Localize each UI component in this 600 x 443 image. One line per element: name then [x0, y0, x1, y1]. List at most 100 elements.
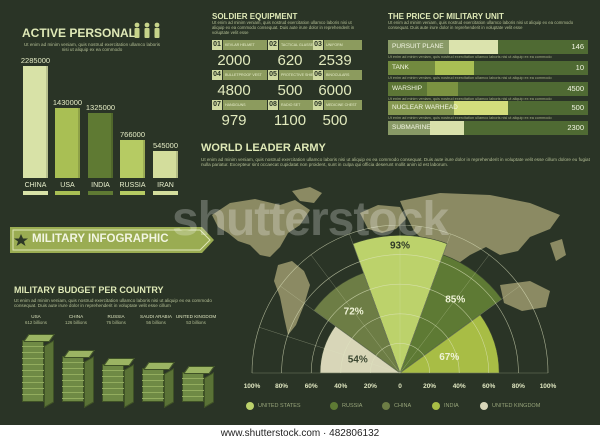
bar-value: 1430000 — [52, 98, 83, 107]
soldier-equipment-title: SOLDIER EQUIPMENT — [212, 12, 298, 21]
money-stack-line — [102, 382, 124, 383]
money-stack-side — [124, 364, 134, 408]
bar-value: 545000 — [152, 141, 179, 150]
segment-label: 85% — [445, 295, 465, 306]
radial-spoke — [399, 233, 451, 374]
budget-amount: 53 billions — [186, 320, 206, 325]
legend-label: RUSSIA — [342, 403, 363, 409]
price-label-bg — [388, 121, 430, 135]
watermark: shutterstock — [171, 193, 449, 246]
money-stack-front — [182, 372, 204, 402]
equipment-name: BULLETPROOF VEST — [223, 70, 267, 80]
axis-tick: 20% — [364, 383, 377, 390]
bar-value: 2285000 — [20, 56, 51, 65]
price-separator-text: Ut enim ad minim veniam, quis nostrud ex… — [388, 55, 552, 59]
budget-country: RUSSIA — [107, 314, 125, 319]
legend-label: UNITED STATES — [258, 403, 301, 409]
equipment-name: HANDGUNS — [223, 100, 267, 110]
price-row: TANK 10 — [388, 61, 588, 75]
legend-dot — [480, 402, 488, 410]
footer: www.shutterstock.com · 482806132 — [0, 425, 600, 443]
price-value: 10 — [575, 63, 584, 72]
equipment-value: 620 — [277, 52, 303, 69]
segment-label: 54% — [348, 354, 368, 365]
bar-value: 766000 — [119, 130, 146, 139]
equipment-name: MEDICINE CHEST — [324, 100, 362, 110]
budget-amount: 76 billions — [106, 320, 126, 325]
equipment-name: PROTECTIVE SHIELDS — [279, 70, 317, 80]
price-name: SUBMARINE — [392, 124, 431, 131]
bar-shade — [111, 113, 113, 178]
price-name: PURSUIT PLANE — [392, 43, 444, 50]
money-stack-line — [22, 394, 44, 395]
equipment-number: 06 — [313, 70, 323, 80]
legend-label: UNITED KINGDOM — [492, 403, 541, 409]
budget-title: MILITARY BUDGET PER COUNTRY — [14, 285, 164, 295]
soldiers-icon — [134, 22, 160, 38]
money-stack-line — [22, 358, 44, 359]
budget-text: Ut enim ad minim veniam, quis nostrud ex… — [14, 298, 212, 309]
money-stack-side — [204, 372, 214, 408]
money-stack-top — [143, 362, 175, 370]
price-name: WARSHIP — [392, 85, 423, 92]
price-separator-text: Ut enim ad minim veniam, quis nostrud ex… — [388, 116, 552, 120]
bar-country: CHINA — [24, 182, 47, 189]
money-stack-line — [62, 392, 84, 393]
bar — [55, 108, 80, 178]
money-stack-top — [23, 334, 55, 342]
equipment-name: TACTICAL GLASSES — [279, 40, 317, 50]
price-name: NUCLEAR WARHEAD — [392, 104, 458, 111]
equipment-value: 4800 — [217, 82, 251, 99]
price-name: TANK — [392, 64, 409, 71]
money-stack-line — [182, 378, 204, 379]
money-stack-line — [182, 396, 204, 397]
equipment-value: 500 — [322, 112, 348, 129]
money-stack-line — [22, 364, 44, 365]
money-stack-side — [44, 340, 54, 408]
price-label-bg — [388, 61, 435, 75]
radial-spoke — [399, 285, 520, 374]
money-stack-line — [22, 376, 44, 377]
equipment-value: 1100 — [273, 112, 307, 129]
axis-tick: 40% — [334, 383, 347, 390]
budget-amount: 126 billions — [65, 320, 87, 325]
equipment-number: 03 — [313, 40, 323, 50]
money-stack-line — [62, 368, 84, 369]
radial-spoke — [399, 254, 490, 374]
legend-label: INDIA — [444, 403, 459, 409]
price-value: 146 — [571, 42, 584, 51]
bar-underline — [153, 191, 178, 195]
axis-tick: 100% — [540, 383, 557, 390]
bar-shade — [176, 151, 178, 178]
segment-label: 72% — [344, 307, 364, 318]
banner — [10, 227, 214, 253]
money-stack-line — [102, 376, 124, 377]
bar-country: USA — [60, 182, 75, 189]
bar — [153, 151, 178, 178]
radial-spoke — [280, 285, 401, 374]
equipment-number: 01 — [212, 40, 222, 50]
money-stack-line — [22, 346, 44, 347]
equipment-name: RADIO SET — [279, 100, 317, 110]
price-row: SUBMARINE 2300 — [388, 121, 588, 135]
equipment-value: 6000 — [318, 82, 352, 99]
axis-tick: 80% — [512, 383, 525, 390]
bar-underline — [88, 191, 113, 195]
equipment-number: 05 — [268, 70, 278, 80]
axis-tick: 40% — [453, 383, 466, 390]
price-separator-text: Ut enim ad minim veniam, quis nostrud ex… — [388, 76, 552, 80]
price-value: 2300 — [567, 123, 584, 132]
axis-tick: 60% — [482, 383, 495, 390]
price-label-bg — [388, 82, 427, 96]
bar-underline — [23, 191, 48, 195]
radial-ring — [251, 225, 549, 374]
active-personal-text: Ut enim ad minim veniam, quis nostrud ex… — [23, 42, 161, 53]
money-stack-line — [142, 398, 164, 399]
equipment-number: 02 — [268, 40, 278, 50]
legend-dot — [330, 402, 338, 410]
budget-amount: 612 billions — [25, 320, 47, 325]
bar-country: INDIA — [91, 182, 110, 189]
bar-shade — [78, 108, 80, 178]
price-row: NUCLEAR WARHEAD 500 — [388, 101, 588, 115]
soldier-equipment-text: Ut enim ad minim veniam, quis nostrud ex… — [212, 20, 355, 35]
